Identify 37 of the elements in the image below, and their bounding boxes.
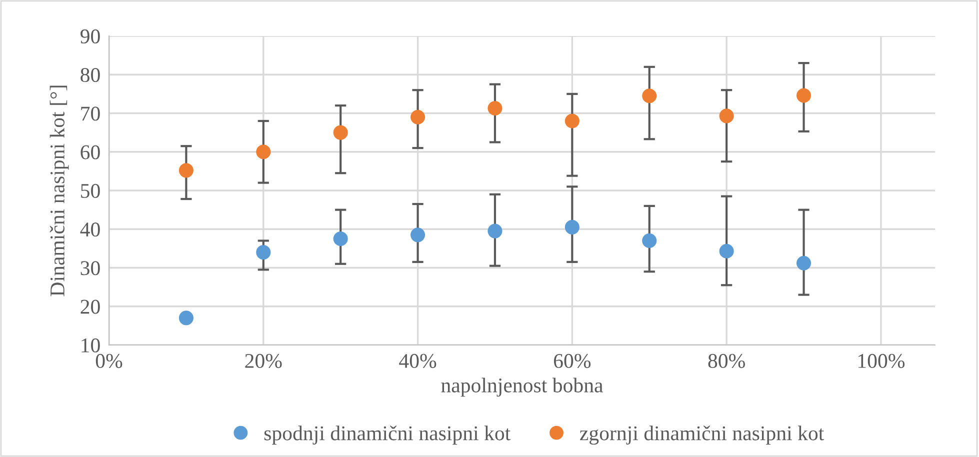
x-tick-label: 80% <box>708 354 745 368</box>
y-tick-label: 90 <box>80 29 100 44</box>
point <box>642 233 657 248</box>
point <box>333 232 348 246</box>
y-tick-label: 70 <box>81 106 100 121</box>
point <box>719 244 734 258</box>
legend-label: zgornji dinamični nasipni kot <box>580 426 824 445</box>
y-tick-label: 40 <box>80 222 100 237</box>
point <box>488 224 502 238</box>
point <box>796 88 812 103</box>
x-tick-label: 40% <box>399 354 436 368</box>
point <box>564 220 580 234</box>
point <box>796 256 812 270</box>
y-tick-label: 80 <box>80 68 100 82</box>
y-tick-label: 60 <box>80 145 100 160</box>
y-tick-label: 50 <box>81 184 100 198</box>
x-tick-label: 100% <box>858 354 905 368</box>
x-tick-label: 0% <box>96 354 122 368</box>
y-axis-title: Dinamični nasipni kot [°] <box>50 86 69 296</box>
point <box>178 310 194 326</box>
point <box>256 245 271 260</box>
point <box>719 108 734 124</box>
y-tick-label: 20 <box>80 300 100 314</box>
x-tick-label: 20% <box>245 354 282 368</box>
point <box>256 144 271 160</box>
point <box>333 125 348 140</box>
point <box>178 163 194 178</box>
y-tick-label: 10 <box>82 338 100 352</box>
x-tick-label: 60% <box>554 354 591 368</box>
point <box>488 100 502 116</box>
point <box>642 88 657 104</box>
x-axis-title: napolnjenost bobna <box>441 378 604 397</box>
point <box>410 110 426 124</box>
legend-label: spodnji dinamični nasipni kot <box>264 426 511 445</box>
point <box>410 228 426 242</box>
y-tick-label: 30 <box>80 261 100 276</box>
point <box>564 114 580 128</box>
